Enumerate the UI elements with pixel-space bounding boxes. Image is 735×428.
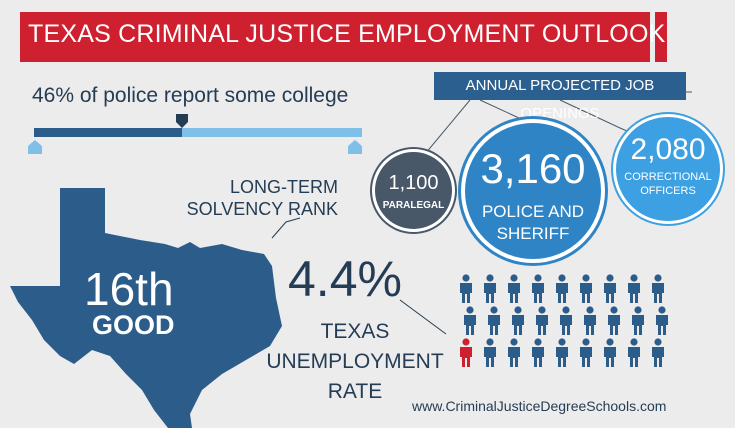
- paralegal-bubble: 1,100 PARALEGAL: [372, 149, 455, 232]
- person-icon: [460, 274, 472, 303]
- police-sheriff-bubble: 3,160 POLICE AND SHERIFF: [461, 119, 605, 263]
- person-icon: [508, 274, 520, 303]
- header-banner-accent: [655, 12, 667, 62]
- person-icon: [536, 306, 548, 335]
- paralegal-label: PARALEGAL: [382, 200, 445, 211]
- person-icon: [464, 306, 476, 335]
- person-icon: [556, 338, 568, 367]
- person-icon: [652, 274, 664, 303]
- people-grid: [460, 274, 668, 367]
- person-icon: [580, 274, 592, 303]
- solvency-rank-value: 16th: [84, 263, 174, 315]
- solvency-label-line2: SOLVENCY RANK: [186, 199, 338, 219]
- person-icon: [628, 338, 640, 367]
- person-icon: [556, 274, 568, 303]
- unemployment-label-line3: RATE: [327, 380, 383, 403]
- college-bar-marker-icon: [176, 114, 188, 128]
- unemployment-label-line2: UNEMPLOYMENT: [266, 350, 444, 373]
- person-icon: [532, 274, 544, 303]
- bar-end-marker-icon: [348, 140, 362, 154]
- person-icon: [580, 338, 592, 367]
- police-sheriff-label-line1: POLICE AND: [481, 202, 585, 221]
- person-icon: [632, 306, 644, 335]
- solvency-rank-rating: GOOD: [92, 310, 175, 340]
- person-icon: [628, 274, 640, 303]
- correctional-label-line1: CORRECTIONAL: [624, 171, 712, 183]
- police-sheriff-value: 3,160: [480, 145, 586, 192]
- job-openings-title: ANNUAL PROJECTED JOB OPENINGS: [434, 72, 686, 122]
- unemployment-rate-value: 4.4%: [288, 251, 402, 307]
- correctional-value: 2,080: [630, 133, 706, 166]
- person-icon: [532, 338, 544, 367]
- person-icon: [608, 306, 620, 335]
- texas-map-icon: [10, 188, 282, 428]
- person-icon: [604, 274, 616, 303]
- footer-url: www.CriminalJusticeDegreeSchools.com: [412, 398, 667, 414]
- person-icon: [652, 338, 664, 367]
- person-icon: [484, 274, 496, 303]
- person-icon: [484, 338, 496, 367]
- header-banner: [20, 12, 650, 62]
- person-icon: [656, 306, 668, 335]
- bar-start-marker-icon: [28, 140, 42, 154]
- person-icon: [604, 338, 616, 367]
- person-highlighted-icon: [460, 338, 472, 367]
- college-bar-filled: [34, 128, 182, 137]
- police-sheriff-label-line2: SHERIFF: [496, 224, 570, 243]
- paralegal-value: 1,100: [388, 172, 439, 194]
- unemployment-rate-label: TEXAS UNEMPLOYMENT RATE: [265, 317, 445, 407]
- college-stat-text: 46% of police report some college: [32, 84, 349, 107]
- solvency-label-line1: LONG-TERM: [230, 177, 338, 197]
- solvency-rank-label: LONG-TERM SOLVENCY RANK: [168, 176, 338, 220]
- correctional-officers-bubble: 2,080 CORRECTIONAL OFFICERS: [613, 114, 723, 224]
- person-icon: [508, 338, 520, 367]
- person-icon: [488, 306, 500, 335]
- college-bar-remaining: [182, 128, 362, 137]
- unemployment-label-line1: TEXAS: [320, 320, 390, 343]
- person-icon: [560, 306, 572, 335]
- page-title: TEXAS CRIMINAL JUSTICE EMPLOYMENT OUTLOO…: [28, 20, 666, 48]
- correctional-label-line2: OFFICERS: [640, 185, 696, 197]
- person-icon: [584, 306, 596, 335]
- person-icon: [512, 306, 524, 335]
